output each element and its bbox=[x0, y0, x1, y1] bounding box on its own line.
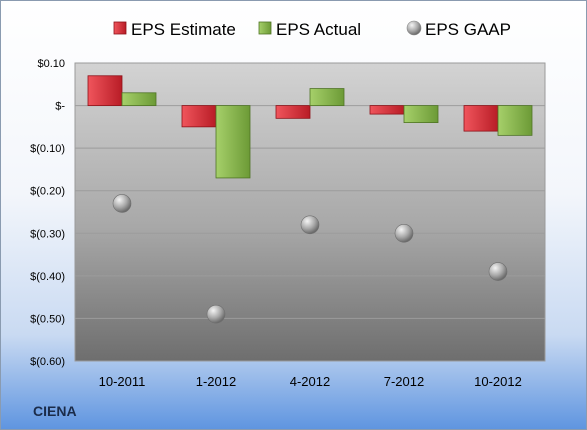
eps-estimate-bar bbox=[181, 105, 217, 128]
legend-estimate-swatch bbox=[113, 21, 127, 35]
eps-estimate-bar bbox=[275, 105, 311, 119]
x-axis-labels: 10-2011 1-2012 4-2012 7-2012 10-2012 bbox=[99, 374, 522, 389]
y-tick-label: $- bbox=[55, 101, 65, 113]
legend-gaap-swatch bbox=[406, 20, 422, 36]
eps-estimate-bar bbox=[463, 105, 499, 132]
legend: EPS Estimate EPS Actual EPS GAAP bbox=[113, 20, 511, 39]
eps-actual-bar bbox=[403, 105, 439, 123]
y-tick-label: $(0.40) bbox=[30, 271, 65, 283]
eps-gaap-point bbox=[300, 215, 320, 235]
eps-gaap-point bbox=[112, 194, 132, 213]
company-label: CIENA bbox=[33, 403, 77, 419]
legend-label: EPS Estimate bbox=[131, 20, 236, 39]
gaap-points bbox=[112, 194, 508, 324]
eps-actual-bar bbox=[215, 105, 251, 179]
y-axis-ticks: $0.10 $- $(0.10) $(0.20) $(0.30) $(0.40) $(0.5… bbox=[30, 58, 65, 368]
y-tick-label: $(0.10) bbox=[30, 143, 65, 155]
eps-actual-bar bbox=[497, 105, 533, 136]
y-tick-label: $(0.30) bbox=[30, 228, 65, 240]
eps-gaap-point bbox=[206, 304, 226, 324]
x-tick-label: 10-2012 bbox=[474, 374, 522, 389]
eps-estimate-bar bbox=[87, 75, 123, 106]
eps-estimate-bar bbox=[369, 105, 405, 115]
bar-series bbox=[87, 75, 533, 179]
y-tick-label: $(0.60) bbox=[30, 356, 65, 368]
x-tick-label: 1-2012 bbox=[196, 374, 236, 389]
eps-actual-bar bbox=[309, 88, 345, 106]
legend-actual-swatch bbox=[258, 21, 272, 35]
x-tick-label: 7-2012 bbox=[384, 374, 424, 389]
legend-label: EPS Actual bbox=[276, 20, 361, 39]
eps-actual-bar bbox=[121, 92, 157, 106]
x-tick-label: 4-2012 bbox=[290, 374, 330, 389]
legend-label: EPS GAAP bbox=[425, 20, 511, 39]
y-tick-label: $(0.50) bbox=[30, 313, 65, 325]
x-tick-label: 10-2011 bbox=[99, 374, 146, 389]
y-tick-label: $(0.20) bbox=[30, 186, 65, 198]
y-tick-label: $0.10 bbox=[37, 58, 65, 70]
eps-gaap-point bbox=[488, 262, 508, 281]
eps-gaap-point bbox=[394, 223, 414, 243]
